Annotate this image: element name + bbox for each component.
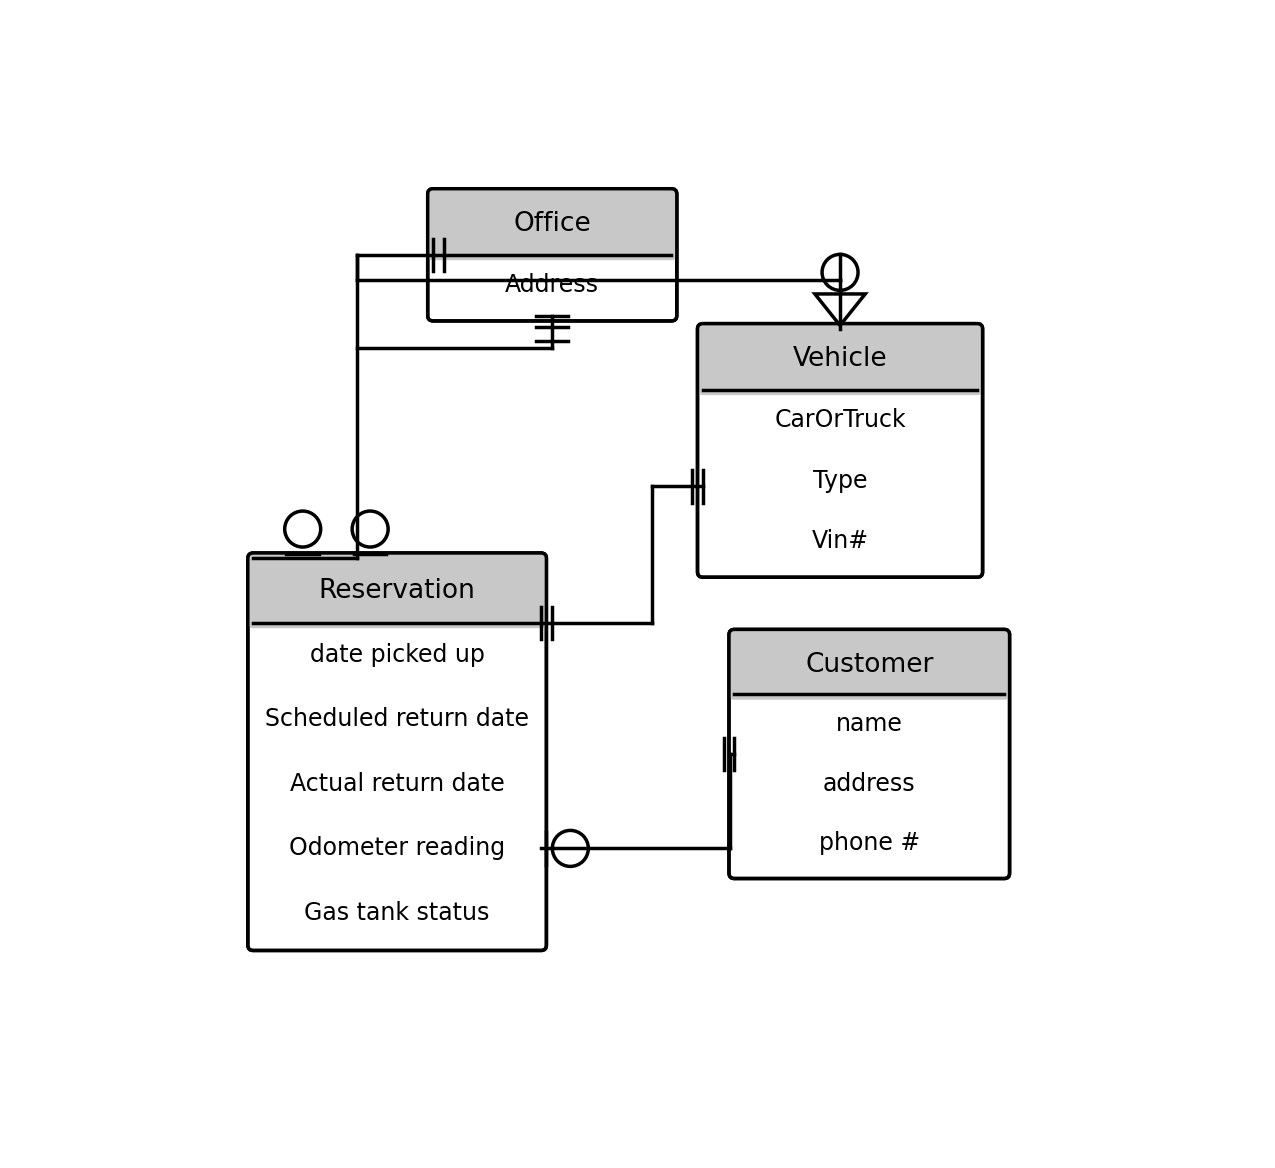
Text: date picked up: date picked up xyxy=(310,644,484,667)
Text: phone #: phone # xyxy=(819,832,919,855)
FancyBboxPatch shape xyxy=(427,189,677,260)
Text: CarOrTruck: CarOrTruck xyxy=(774,408,905,432)
FancyBboxPatch shape xyxy=(729,630,1010,878)
Text: Gas tank status: Gas tank status xyxy=(305,901,490,925)
Text: Reservation: Reservation xyxy=(319,578,476,604)
Text: Type: Type xyxy=(812,468,867,493)
FancyBboxPatch shape xyxy=(427,189,677,321)
FancyBboxPatch shape xyxy=(247,552,547,951)
Text: Vin#: Vin# xyxy=(812,529,868,554)
Text: Vehicle: Vehicle xyxy=(793,347,887,373)
FancyBboxPatch shape xyxy=(697,324,983,395)
Text: Scheduled return date: Scheduled return date xyxy=(265,708,529,731)
Text: Address: Address xyxy=(505,273,599,297)
Text: Office: Office xyxy=(514,211,592,237)
Text: address: address xyxy=(822,772,915,795)
FancyBboxPatch shape xyxy=(247,552,547,628)
Text: Customer: Customer xyxy=(805,652,933,677)
FancyBboxPatch shape xyxy=(697,324,983,577)
FancyBboxPatch shape xyxy=(729,630,1010,700)
Text: Odometer reading: Odometer reading xyxy=(289,836,505,861)
Text: name: name xyxy=(836,712,903,736)
Text: Actual return date: Actual return date xyxy=(289,772,505,795)
